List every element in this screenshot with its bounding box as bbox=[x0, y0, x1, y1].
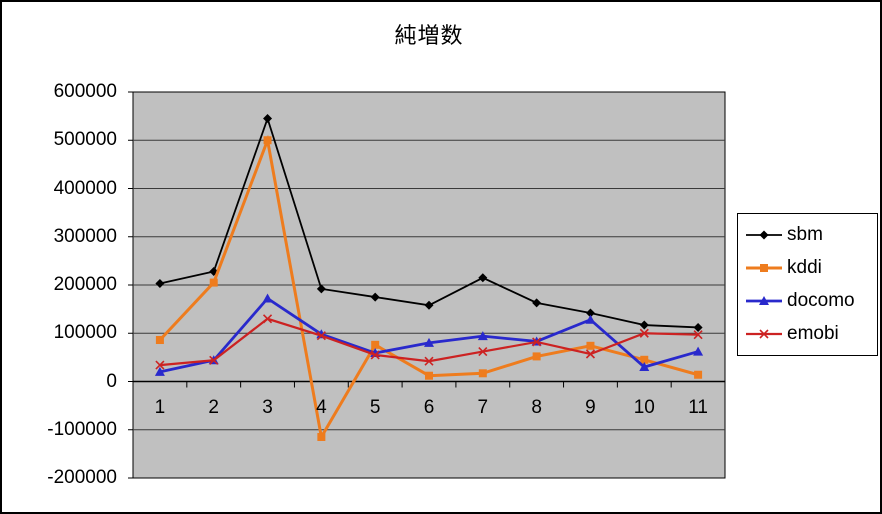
legend-item-docomo: docomo bbox=[746, 290, 871, 312]
y-tick-label: 100000 bbox=[53, 322, 117, 344]
legend-label: kddi bbox=[787, 257, 822, 279]
x-tick-label: 11 bbox=[688, 396, 708, 418]
x-tick-label: 9 bbox=[585, 396, 596, 418]
y-tick-label: 200000 bbox=[53, 274, 117, 295]
x-tick-label: 8 bbox=[531, 396, 542, 418]
chart-title: 純増数 bbox=[394, 23, 464, 48]
legend-item-emobi: emobi bbox=[746, 323, 871, 345]
legend-line-marker-icon bbox=[746, 264, 782, 273]
legend-label: docomo bbox=[787, 289, 855, 311]
y-tick-label: 600000 bbox=[53, 81, 117, 102]
x-tick-label: 10 bbox=[633, 396, 655, 418]
x-tick-label: 2 bbox=[208, 396, 219, 418]
y-tick-label: 300000 bbox=[53, 225, 117, 247]
x-tick-label: 4 bbox=[316, 396, 327, 418]
y-tick-label: -100000 bbox=[47, 418, 117, 440]
y-tick-label: 0 bbox=[106, 370, 117, 392]
legend-item-sbm: sbm bbox=[746, 224, 871, 246]
x-tick-label: 3 bbox=[262, 396, 273, 418]
y-tick-label: 400000 bbox=[53, 177, 117, 199]
y-tick-label: 500000 bbox=[53, 129, 117, 151]
legend-item-kddi: kddi bbox=[746, 257, 871, 279]
legend-line-marker-icon bbox=[746, 230, 782, 240]
y-tick-label: -200000 bbox=[47, 467, 117, 488]
legend: sbm kddi docomo emobi bbox=[737, 213, 878, 356]
x-tick-label: 1 bbox=[154, 396, 166, 418]
x-tick-label: 6 bbox=[423, 396, 435, 418]
x-tick-label: 7 bbox=[477, 396, 489, 418]
legend-line-marker-icon bbox=[746, 329, 782, 339]
legend-label: sbm bbox=[787, 224, 823, 246]
x-tick-label: 5 bbox=[369, 396, 381, 418]
legend-label: emobi bbox=[787, 322, 839, 344]
legend-line-marker-icon bbox=[746, 295, 782, 305]
